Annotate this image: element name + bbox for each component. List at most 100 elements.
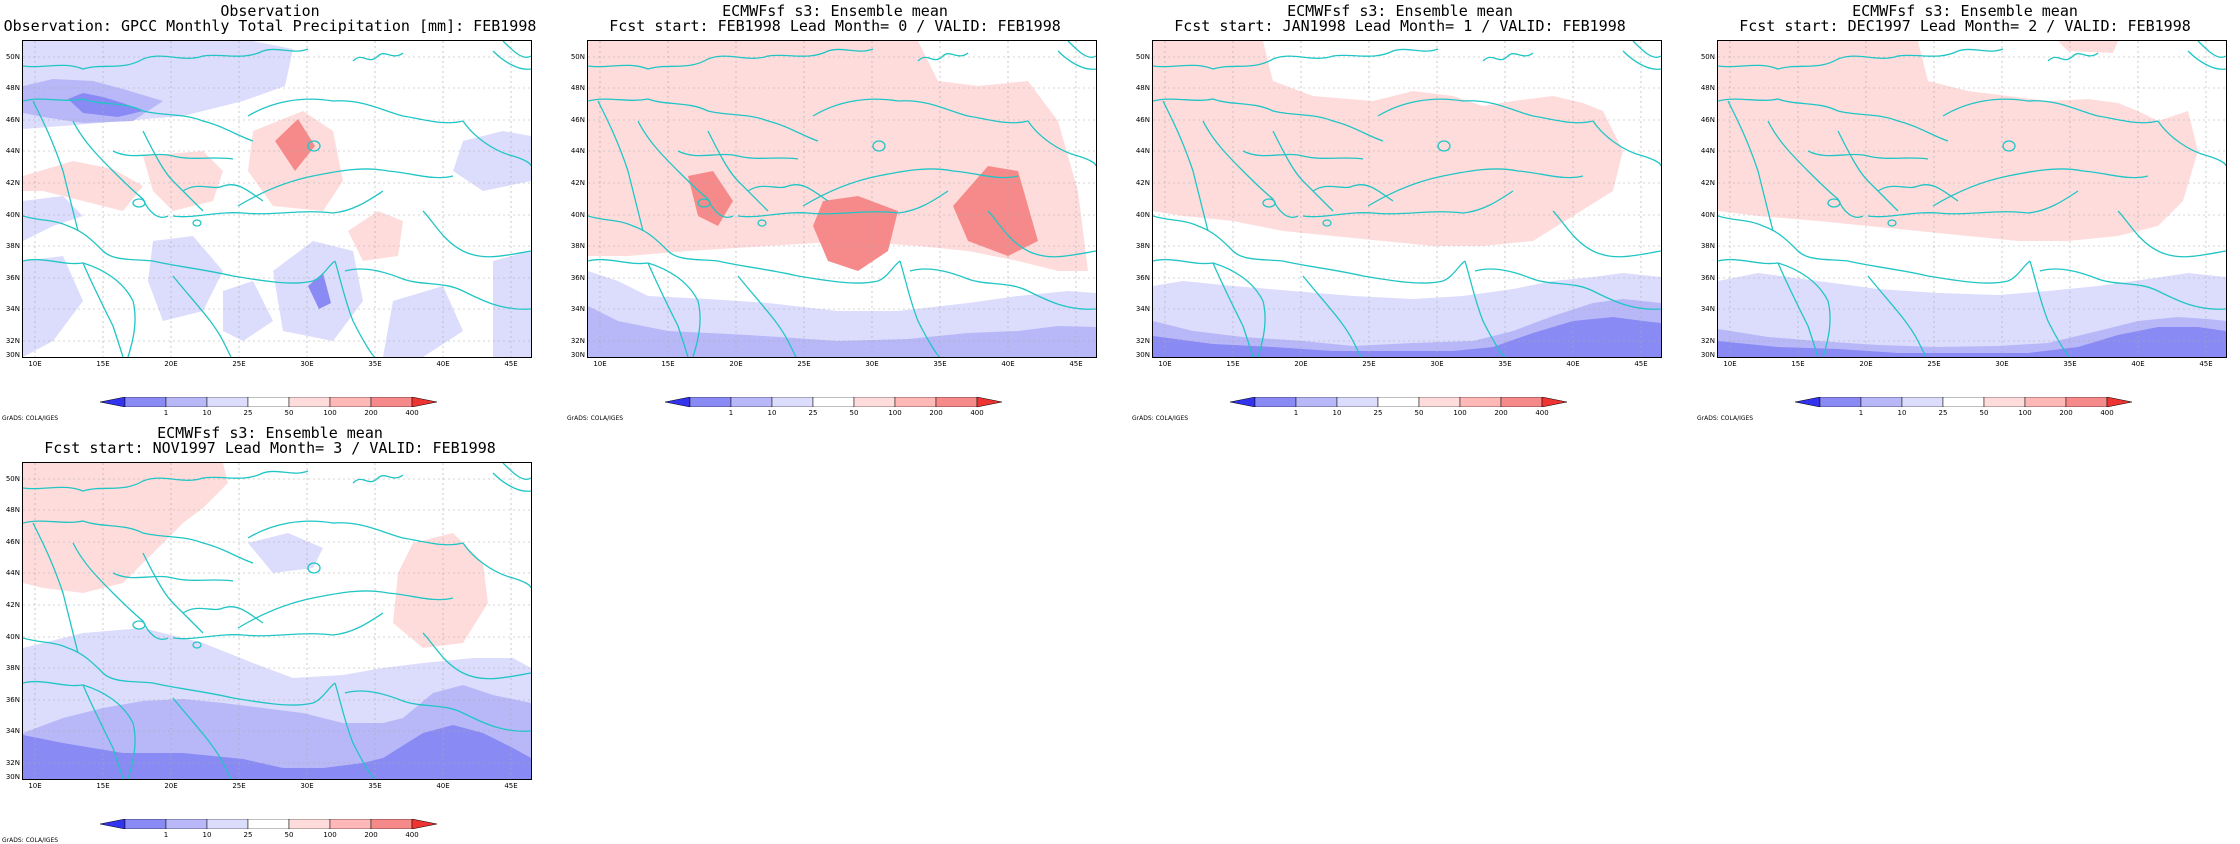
precip-anomaly-blue — [493, 251, 531, 357]
precip-anomaly-red — [1153, 41, 1623, 246]
colorbar-tick: 100 — [323, 831, 337, 839]
panel-title: ECMWFsf s3: Ensemble mean — [1287, 2, 1513, 20]
lon-label: 30E — [865, 360, 879, 368]
precip-anomaly-blue — [148, 236, 223, 321]
lat-label: 48N — [5, 84, 20, 92]
lon-label: 20E — [164, 360, 178, 368]
colorbar-tick: 25 — [243, 831, 253, 839]
precip-anomaly-red — [953, 166, 1038, 256]
map-area — [22, 462, 532, 780]
grads-credit: GrADS: COLA/IGES — [2, 415, 59, 422]
colorbar-tick: 1 — [163, 831, 169, 839]
colorbar-tick: 200 — [2059, 409, 2073, 417]
precip-anomaly-blue — [68, 93, 143, 117]
precip-anomaly-blue — [308, 273, 331, 309]
panel-subtitle: Observation: GPCC Monthly Total Precipit… — [3, 17, 537, 35]
coastlines — [23, 41, 531, 357]
coastlines — [1718, 41, 2226, 357]
colorbar-tick: 200 — [364, 409, 378, 417]
colorbar-tick: 1 — [728, 409, 734, 417]
lat-label: 30N — [5, 773, 20, 781]
colorbar — [100, 819, 438, 829]
map-panel-observation: Observation Observation: GPCC Monthly To… — [0, 0, 540, 422]
lat-label: 32N — [1700, 337, 1715, 345]
panel-subtitle: Fcst start: FEB1998 Lead Month= 0 / VALI… — [609, 17, 1061, 35]
lon-label: 25E — [232, 360, 246, 368]
precip-anomaly-red — [1718, 41, 2198, 241]
lon-label: 30E — [300, 782, 314, 790]
lat-label: 34N — [5, 727, 20, 735]
lon-label: 25E — [232, 782, 246, 790]
lon-label: 15E — [96, 360, 110, 368]
lat-label: 36N — [5, 696, 20, 704]
lat-label: 30N — [1135, 351, 1150, 359]
panel-subtitle: Fcst start: NOV1997 Lead Month= 3 / VALI… — [44, 439, 496, 457]
lon-label: 10E — [1723, 360, 1737, 368]
colorbar-tick: 200 — [929, 409, 943, 417]
colorbar-tick: 25 — [1373, 409, 1383, 417]
colorbar-tick: 100 — [888, 409, 902, 417]
lon-label: 15E — [661, 360, 675, 368]
colorbar-tick: 1 — [163, 409, 169, 417]
lon-label: 40E — [436, 360, 450, 368]
precip-anomaly-blue — [588, 306, 1096, 357]
colorbar-tick: 100 — [323, 409, 337, 417]
grads-credit: GrADS: COLA/IGES — [1132, 415, 1189, 422]
lat-label: 38N — [1700, 242, 1715, 250]
lon-label: 45E — [1634, 360, 1648, 368]
lat-label: 38N — [5, 242, 20, 250]
lat-label: 36N — [570, 274, 585, 282]
coastlines — [588, 41, 1096, 357]
colorbar-tick: 50 — [284, 409, 294, 417]
lon-label: 35E — [368, 360, 382, 368]
lon-label: 40E — [1566, 360, 1580, 368]
colorbar-tick: 25 — [1938, 409, 1948, 417]
lon-label: 15E — [1226, 360, 1240, 368]
lon-label: 40E — [2131, 360, 2145, 368]
lat-label: 30N — [1700, 351, 1715, 359]
lon-label: 35E — [2063, 360, 2077, 368]
precip-anomaly-red — [83, 498, 128, 538]
lat-label: 32N — [5, 759, 20, 767]
colorbar-tick: 25 — [243, 409, 253, 417]
lat-label: 48N — [570, 84, 585, 92]
colorbar-tick: 400 — [2100, 409, 2114, 417]
lat-label: 48N — [5, 506, 20, 514]
precip-anomaly-blue — [1153, 317, 1661, 357]
colorbar-tick: 10 — [767, 409, 777, 417]
lat-label: 34N — [1135, 305, 1150, 313]
colorbar-tick: 200 — [1494, 409, 1508, 417]
precip-anomaly-blue — [383, 286, 463, 357]
colorbar — [665, 397, 1003, 407]
colorbar-tick: 400 — [405, 409, 419, 417]
precip-anomaly-blue — [453, 131, 531, 191]
lon-label: 40E — [1001, 360, 1015, 368]
coastlines — [23, 463, 531, 779]
precip-anomaly-red — [348, 211, 403, 261]
map-area — [22, 40, 532, 358]
map-area — [1152, 40, 1662, 358]
lat-label: 34N — [570, 305, 585, 313]
lon-label: 25E — [797, 360, 811, 368]
lat-label: 44N — [5, 147, 20, 155]
lat-label: 38N — [1135, 242, 1150, 250]
lat-label: 44N — [1135, 147, 1150, 155]
lat-label: 38N — [570, 242, 585, 250]
lon-label: 25E — [1362, 360, 1376, 368]
lon-label: 35E — [1498, 360, 1512, 368]
precip-anomaly-blue — [1718, 327, 2226, 357]
precip-anomaly-blue — [23, 256, 83, 357]
lat-label: 46N — [1135, 116, 1150, 124]
lat-label: 44N — [570, 147, 585, 155]
lon-label: 20E — [1859, 360, 1873, 368]
lon-label: 10E — [593, 360, 607, 368]
colorbar-tick: 10 — [1332, 409, 1342, 417]
lon-label: 30E — [1995, 360, 2009, 368]
lat-label: 48N — [1135, 84, 1150, 92]
precip-anomaly-red — [2058, 41, 2118, 53]
lat-label: 46N — [570, 116, 585, 124]
colorbar-tick: 400 — [970, 409, 984, 417]
grads-credit: GrADS: COLA/IGES — [1697, 415, 1754, 422]
lon-label: 45E — [504, 782, 518, 790]
lat-label: 30N — [5, 351, 20, 359]
